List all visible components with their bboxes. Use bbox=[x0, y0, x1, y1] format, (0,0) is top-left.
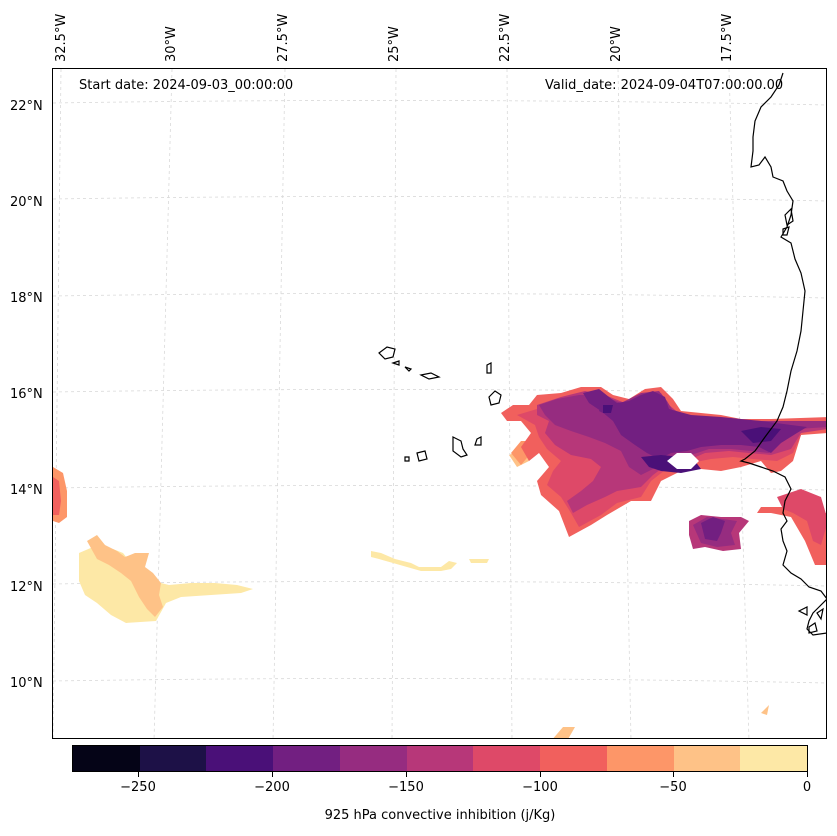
cin-field-west bbox=[53, 467, 253, 623]
colorbar-bin-7 bbox=[540, 746, 607, 771]
colorbar-bin-4 bbox=[339, 746, 407, 771]
cape-verde-island-brava bbox=[404, 456, 410, 462]
coastal-island-west-africa bbox=[782, 207, 794, 236]
cape-verde-island-sao-vicente bbox=[391, 360, 400, 366]
start-date-label: Start date: 2024-09-03_00:00:00 bbox=[79, 78, 294, 93]
lat-label-18n: 18°N bbox=[10, 291, 43, 306]
cape-verde-island-maio bbox=[474, 436, 482, 446]
colorbar-tick-m250 bbox=[138, 772, 139, 777]
colorbar-bin-8 bbox=[606, 746, 674, 771]
colorbar-ticklabel-m50: −50 bbox=[659, 780, 687, 795]
lat-label-10n: 10°N bbox=[10, 676, 43, 691]
lon-label-17-5w: 17.5°W bbox=[720, 13, 735, 62]
lat-label-12n: 12°N bbox=[10, 580, 43, 595]
colorbar-bin-1 bbox=[139, 746, 207, 771]
colorbar-bin-10 bbox=[740, 746, 808, 771]
colorbar-bin-2 bbox=[206, 746, 274, 771]
colorbar-tick-m50 bbox=[673, 772, 674, 777]
africa-coastline bbox=[739, 72, 826, 636]
coastlines bbox=[378, 72, 826, 636]
cape-verde-island-sal bbox=[486, 362, 492, 374]
colorbar-tick-m100 bbox=[540, 772, 541, 777]
lon-label-32-5w: 32.5°W bbox=[54, 13, 69, 62]
gridlines bbox=[53, 69, 826, 738]
colorbar-bin-9 bbox=[673, 746, 741, 771]
cin-field-east bbox=[501, 387, 826, 738]
valid-date-label: Valid_date: 2024-09-04T07:00:00.00 bbox=[545, 78, 784, 93]
lon-label-20w: 20°W bbox=[609, 26, 624, 62]
colorbar-tick-m150 bbox=[406, 772, 407, 777]
cape-verde-island-santa-luzia bbox=[404, 366, 413, 372]
colorbar-ticklabel-m150: −150 bbox=[388, 780, 424, 795]
cin-contour-west-75-to-100 bbox=[53, 477, 61, 515]
colorbar-title: 925 hPa convective inhibition (j/Kg) bbox=[324, 808, 556, 823]
colorbar-ticklabel-m200: −200 bbox=[254, 780, 290, 795]
colorbar-bin-6 bbox=[473, 746, 541, 771]
colorbar-bin-3 bbox=[273, 746, 340, 771]
cape-verde-island-santiago bbox=[452, 436, 468, 458]
colorbar-ticklabel-m100: −100 bbox=[522, 780, 558, 795]
cin-contour-central-0-to-25 bbox=[371, 551, 489, 571]
lon-label-22-5w: 22.5°W bbox=[498, 13, 513, 62]
lat-label-16n: 16°N bbox=[10, 387, 43, 402]
lon-label-30w: 30°W bbox=[164, 26, 179, 62]
cin-contour-west-25-to-50 bbox=[87, 535, 163, 617]
lat-label-20n: 20°N bbox=[10, 195, 43, 210]
colorbar-bin-0 bbox=[73, 746, 140, 771]
colorbar-tick-0 bbox=[807, 772, 808, 777]
lat-label-14n: 14°N bbox=[10, 483, 43, 498]
cin-field-gap bbox=[667, 453, 699, 469]
lon-label-25w: 25°W bbox=[387, 26, 402, 62]
cin-field-central bbox=[371, 551, 489, 571]
map-canvas bbox=[53, 69, 826, 738]
cape-verde-island-fogo bbox=[416, 450, 428, 462]
colorbar-ticklabel-0: 0 bbox=[802, 780, 812, 795]
colorbar bbox=[72, 745, 808, 772]
cape-verde-island-sao-nicolau bbox=[419, 372, 441, 380]
colorbar-bin-5 bbox=[406, 746, 474, 771]
cape-verde-island-santo-antao bbox=[378, 346, 396, 360]
bijagos-islands bbox=[797, 606, 824, 634]
map-panel bbox=[52, 68, 827, 739]
lat-label-22n: 22°N bbox=[10, 99, 43, 114]
colorbar-tick-m200 bbox=[272, 772, 273, 777]
lon-label-27-5w: 27.5°W bbox=[276, 13, 291, 62]
cin-contour-east-175-to-200 bbox=[583, 389, 807, 541]
cape-verde-island-boa-vista bbox=[488, 390, 502, 406]
colorbar-ticklabel-m250: −250 bbox=[120, 780, 156, 795]
